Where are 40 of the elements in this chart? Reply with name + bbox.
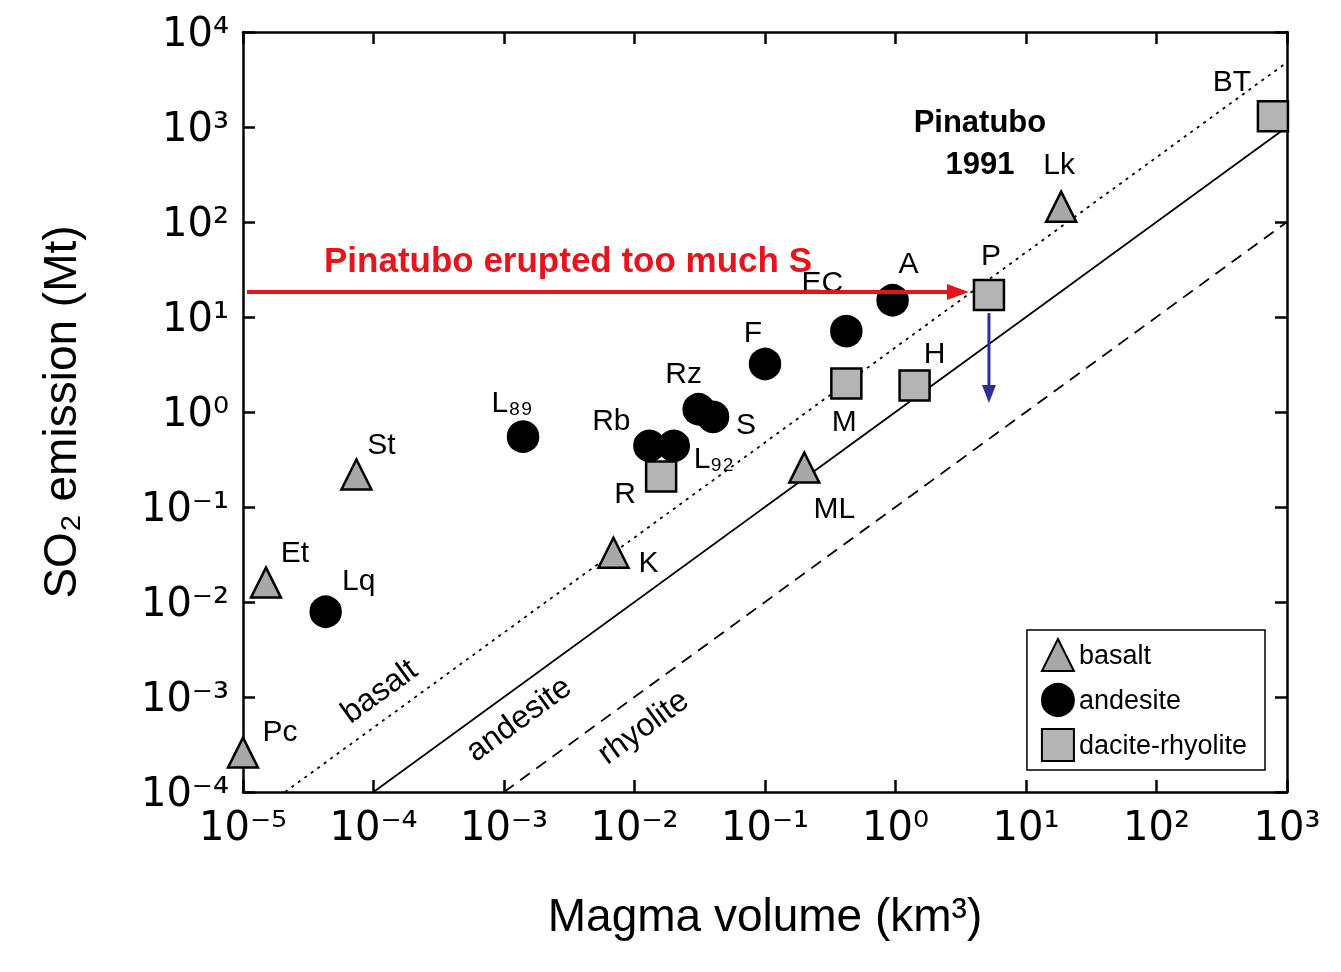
x-tick-label: 10⁻⁴ — [329, 803, 418, 849]
annotation: St — [367, 426, 397, 460]
y-tick-label: 10⁻³ — [140, 674, 229, 720]
legend-label: basalt — [1078, 640, 1152, 670]
x-tick-label: 10⁰ — [862, 803, 929, 849]
annotation: A — [898, 245, 919, 279]
y-tick-label: 10² — [162, 199, 229, 245]
x-axis-title: Magma volume (km³) — [547, 889, 983, 941]
annotation: Lq — [341, 563, 376, 597]
annotation: H — [923, 336, 946, 370]
annotation: Et — [280, 535, 310, 569]
y-tick-label: 10³ — [162, 104, 229, 150]
annotation: Rz — [665, 355, 702, 389]
y-axis-title: SO₂ emission (Mt) — [34, 225, 86, 599]
x-tick-label: 10⁻³ — [459, 803, 549, 849]
y-tick-label: 10⁻¹ — [140, 484, 229, 530]
x-tick-label: 10⁻¹ — [720, 803, 810, 849]
annotation: P — [980, 237, 1001, 271]
annotation: BT — [1212, 63, 1252, 97]
annotation: S — [736, 407, 757, 441]
annotation: Rb — [592, 403, 631, 437]
y-tick-label: 10⁰ — [162, 389, 229, 435]
x-tick-label: 10¹ — [992, 803, 1060, 849]
annotation: Lk — [1043, 147, 1077, 181]
y-tick-label: 10¹ — [162, 294, 229, 340]
x-tick-label: 10² — [1123, 803, 1190, 849]
annotation: R — [614, 475, 636, 509]
annotation: L₉₂ — [693, 441, 734, 475]
annotation: K — [638, 545, 659, 579]
annotation: M — [831, 403, 857, 437]
legend-label: dacite-rhyolite — [1078, 730, 1247, 760]
y-tick-label: 10⁴ — [162, 9, 229, 55]
annotation: L₈₉ — [491, 385, 533, 419]
annotation: ML — [813, 491, 856, 525]
legend-label: andesite — [1078, 685, 1182, 715]
y-tick-label: 10⁻² — [140, 579, 229, 625]
x-tick-label: 10³ — [1253, 803, 1321, 849]
annotation: Pc — [262, 714, 298, 748]
x-tick-label: 10⁻² — [590, 803, 679, 849]
annotation: F — [743, 314, 763, 348]
